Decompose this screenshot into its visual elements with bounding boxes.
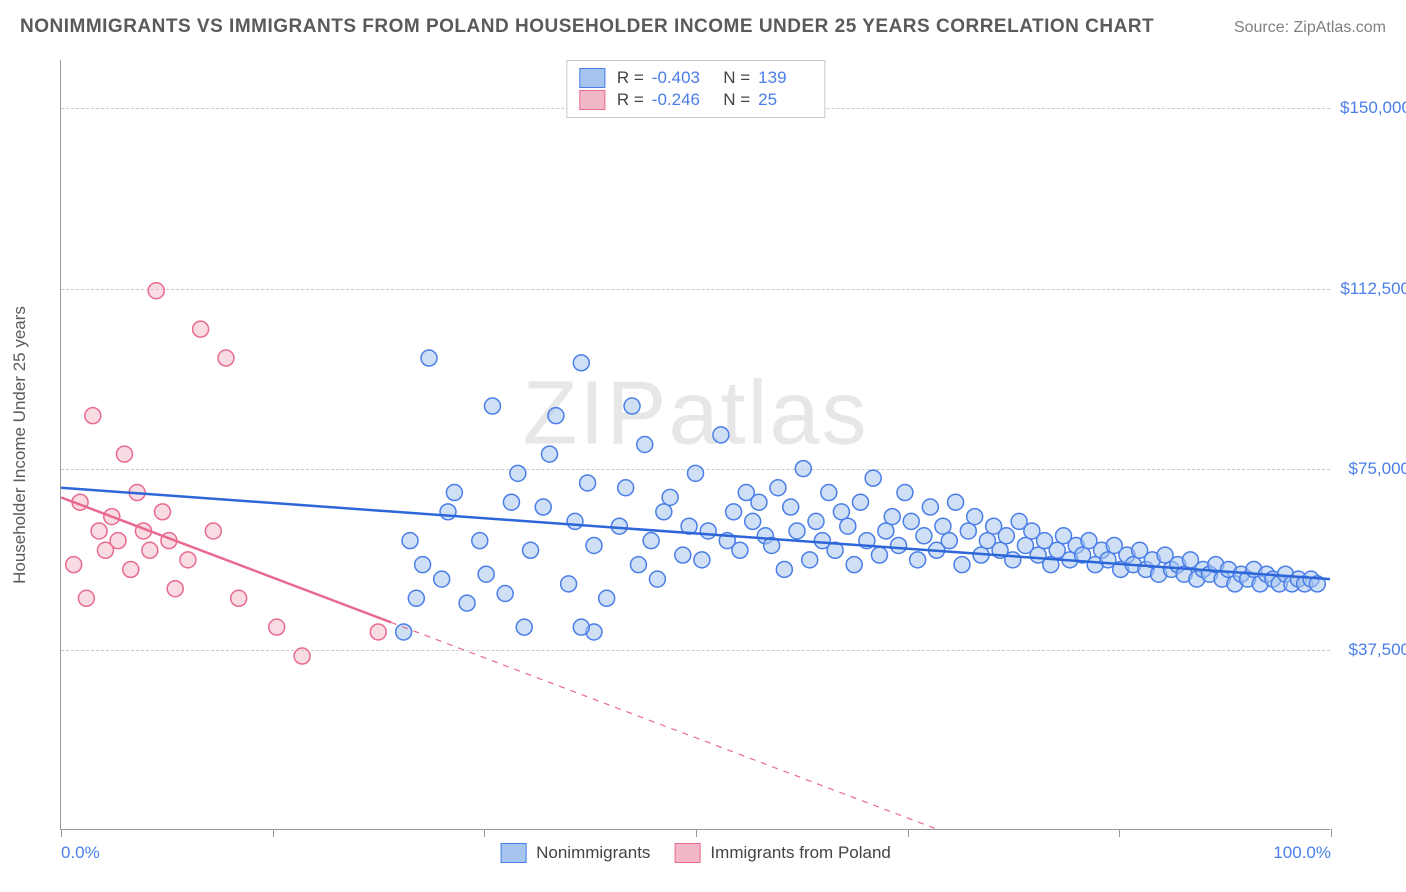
y-tick-label: $75,000 [1340,459,1406,479]
legend-swatch [579,68,605,88]
series-legend: Nonimmigrants Immigrants from Poland [500,843,891,863]
stat-r-label: R = [617,90,644,110]
x-tick [1119,829,1120,837]
stat-n-label: N = [714,68,750,88]
x-tick [484,829,485,837]
x-tick-label: 0.0% [61,843,100,863]
x-tick [696,829,697,837]
stat-n-value: 139 [758,68,812,88]
chart-title: NONIMMIGRANTS VS IMMIGRANTS FROM POLAND … [20,16,1154,38]
y-tick-label: $150,000 [1340,98,1406,118]
chart-svg [61,60,1330,829]
y-tick-label: $112,500 [1340,279,1406,299]
chart-container: Householder Income Under 25 years ZIPatl… [60,60,1330,830]
legend-item: Nonimmigrants [500,843,650,863]
legend-label: Nonimmigrants [536,843,650,863]
stat-r-value: -0.246 [652,90,706,110]
stats-row: R = -0.246 N = 25 [579,89,812,111]
y-axis-title: Householder Income Under 25 years [10,306,30,584]
correlation-stats-box: R = -0.403 N = 139R = -0.246 N = 25 [566,60,825,118]
legend-swatch [500,843,526,863]
stat-r-label: R = [617,68,644,88]
stat-r-value: -0.403 [652,68,706,88]
plot-area: ZIPatlas R = -0.403 N = 139R = -0.246 N … [60,60,1330,830]
legend-item: Immigrants from Poland [674,843,890,863]
stat-n-label: N = [714,90,750,110]
x-tick-label: 100.0% [1273,843,1331,863]
legend-label: Immigrants from Poland [710,843,890,863]
stats-row: R = -0.403 N = 139 [579,67,812,89]
x-tick [1331,829,1332,837]
stat-n-value: 25 [758,90,812,110]
legend-swatch [579,90,605,110]
x-tick [273,829,274,837]
source-attribution: Source: ZipAtlas.com [1234,19,1386,37]
x-tick [61,829,62,837]
x-tick [908,829,909,837]
legend-swatch [674,843,700,863]
y-tick-label: $37,500 [1340,640,1406,660]
